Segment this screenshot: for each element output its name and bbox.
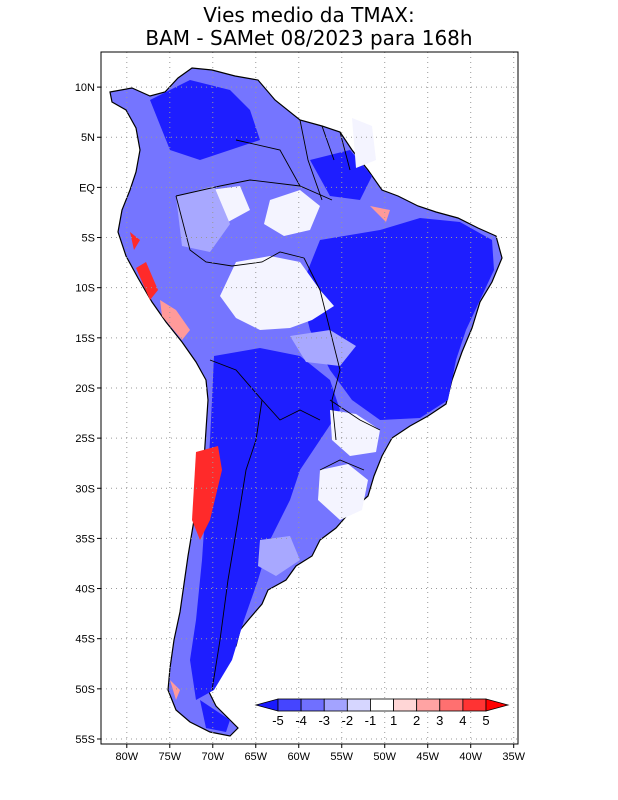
title-line-1: Vies medio da TMAX: <box>203 3 414 27</box>
lat-tick-label: 45S <box>75 634 95 646</box>
lon-tick-label: 80W <box>115 751 138 763</box>
title-line-2: BAM - SAMet 08/2023 para 168h <box>145 26 472 50</box>
near-zero-bias <box>210 118 380 520</box>
lat-tick-label: 55S <box>75 734 95 746</box>
lat-tick-label: 5N <box>81 132 95 144</box>
country-borders <box>175 119 381 691</box>
colorbar-segment <box>462 698 487 712</box>
lat-tick-label: 30S <box>75 483 95 495</box>
lon-tick-label: 70W <box>201 751 224 763</box>
colorbar-segment <box>277 698 302 712</box>
positive-bias-andes <box>130 232 222 540</box>
colorbar-label: -3 <box>318 713 330 728</box>
colorbar-segment <box>323 698 348 712</box>
colorbar-label: -2 <box>342 713 354 728</box>
lat-tick-label: EQ <box>79 182 95 194</box>
colorbar-segment <box>393 698 418 712</box>
lat-tick-label: 10N <box>75 82 95 94</box>
colorbar-arrow-left <box>254 698 279 712</box>
lat-tick-label: 10S <box>75 283 95 295</box>
colorbar-label: -5 <box>272 713 284 728</box>
colorbar-arrow-right <box>485 698 510 712</box>
lon-tick-label: 75W <box>158 751 181 763</box>
map-area <box>101 52 518 744</box>
map-grid <box>101 52 518 744</box>
latitude-axis: 10N 5N EQ 5S 10S 15S 20S 25S 30S 35S 40S 45S 50S 55S <box>75 82 101 746</box>
map-frame <box>100 51 519 745</box>
colorbar-segment <box>346 698 371 712</box>
colorbar-label: 5 <box>482 713 489 728</box>
lat-tick-label: 15S <box>75 333 95 345</box>
mild-negative-bias <box>176 186 356 576</box>
colorbar-segment <box>300 698 325 712</box>
lon-tick-label: 45W <box>416 751 439 763</box>
lat-tick-label: 20S <box>75 383 95 395</box>
colorbar-segment <box>370 698 394 712</box>
colorbar-label: -1 <box>365 713 377 728</box>
colorbar-segment <box>439 698 464 712</box>
lat-tick-label: 40S <box>75 584 95 596</box>
lon-tick-label: 50W <box>373 751 396 763</box>
colorbar-label: 4 <box>459 713 466 728</box>
lat-tick-label: 50S <box>75 684 95 696</box>
lon-tick-label: 65W <box>244 751 267 763</box>
lon-tick-label: 60W <box>287 751 310 763</box>
lon-tick-label: 55W <box>330 751 353 763</box>
lon-tick-label: 35W <box>502 751 525 763</box>
lat-tick-label: 25S <box>75 433 95 445</box>
strong-negative-bias <box>150 80 494 732</box>
lat-tick-label: 35S <box>75 533 95 545</box>
longitude-axis: 80W 75W 70W 65W 60W 55W 50W 45W 40W 35W <box>115 744 526 763</box>
colorbar-label: 2 <box>413 713 420 728</box>
colorbar: -5 -4 -3 -2 -1 1 2 3 4 5 <box>254 698 510 728</box>
colorbar-label: 3 <box>436 713 443 728</box>
colorbar-label: 1 <box>390 713 397 728</box>
colorbar-segment <box>416 698 441 712</box>
lat-tick-label: 5S <box>82 233 95 245</box>
lon-tick-label: 40W <box>459 751 482 763</box>
colorbar-label: -4 <box>295 713 307 728</box>
